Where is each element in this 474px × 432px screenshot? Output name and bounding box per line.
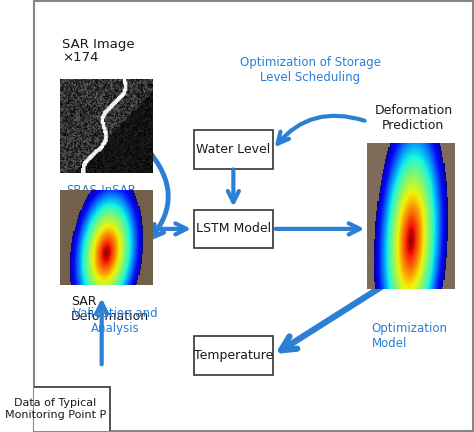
Text: Data of Typical
Monitoring Point P: Data of Typical Monitoring Point P	[5, 398, 106, 420]
Text: Water Level: Water Level	[196, 143, 271, 156]
Text: ×174: ×174	[62, 51, 99, 64]
Text: Optimization
Model: Optimization Model	[372, 322, 447, 350]
FancyBboxPatch shape	[194, 210, 273, 248]
FancyArrowPatch shape	[281, 286, 383, 350]
FancyArrowPatch shape	[96, 303, 107, 364]
FancyBboxPatch shape	[194, 130, 273, 169]
Text: Temperature: Temperature	[194, 349, 273, 362]
FancyArrowPatch shape	[228, 169, 239, 202]
FancyArrowPatch shape	[157, 223, 186, 235]
FancyArrowPatch shape	[147, 149, 168, 238]
Text: Deformation
Prediction: Deformation Prediction	[374, 104, 452, 132]
Text: LSTM Model: LSTM Model	[196, 222, 271, 235]
Text: Optimization of Storage
Level Scheduling: Optimization of Storage Level Scheduling	[240, 56, 381, 84]
FancyBboxPatch shape	[1, 387, 110, 432]
Text: SBAS-InSAR: SBAS-InSAR	[67, 184, 137, 197]
FancyBboxPatch shape	[194, 336, 273, 375]
FancyArrowPatch shape	[276, 223, 360, 235]
Text: Validation and
Analysis: Validation and Analysis	[73, 307, 157, 335]
FancyArrowPatch shape	[278, 116, 365, 144]
Text: SAR
Deformation: SAR Deformation	[71, 295, 149, 324]
Text: SAR Image: SAR Image	[62, 38, 135, 51]
